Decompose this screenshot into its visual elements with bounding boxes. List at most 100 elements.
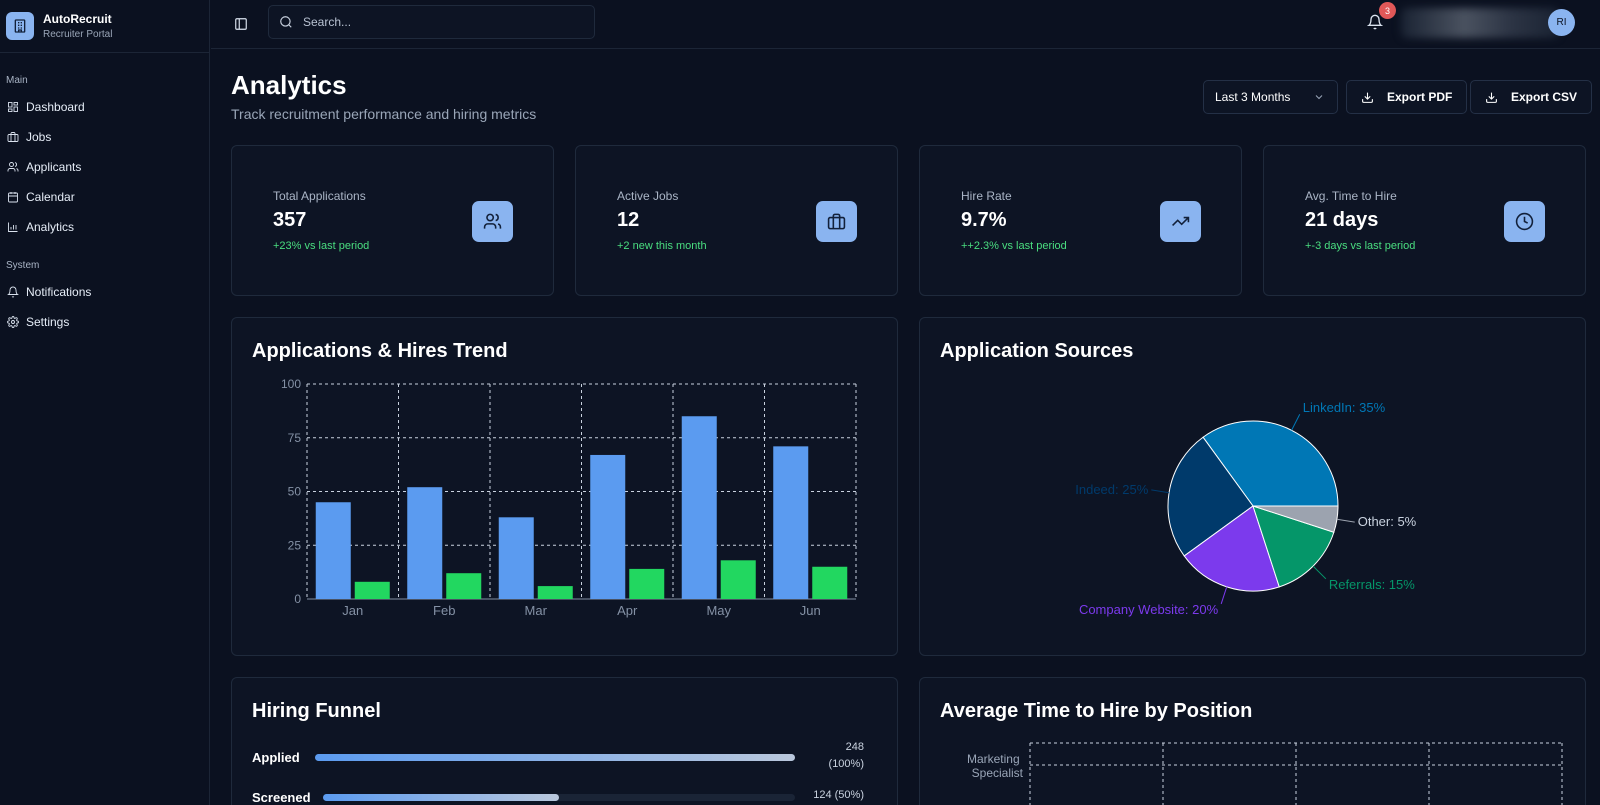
y-tick-label: Marketing Specialist — [967, 752, 1024, 780]
stat-label: Avg. Time to Hire — [1305, 189, 1397, 203]
y-tick-label: 50 — [288, 485, 302, 499]
stat-change: ++2.3% vs last period — [961, 240, 1067, 252]
sources-panel-title: Application Sources — [940, 340, 1134, 362]
sidebar-item-dashboard[interactable]: Dashboard — [0, 92, 209, 122]
brand[interactable]: AutoRecruit Recruiter Portal — [0, 0, 209, 53]
sources-panel: Application Sources LinkedIn: 35% Indeed:… — [919, 317, 1586, 656]
sidebar-item-settings[interactable]: Settings — [0, 307, 209, 337]
hires-bar — [720, 560, 756, 599]
applications-bar — [681, 416, 717, 599]
user-name-redacted — [1401, 8, 1559, 38]
nav-section-main: Main — [6, 75, 28, 86]
hires-bar — [537, 586, 573, 599]
time-to-hire-chart: Marketing Specialist — [967, 742, 1563, 805]
stat-label: Total Applications — [273, 189, 366, 203]
hires-bar — [812, 566, 848, 599]
application-sources-pie-chart: LinkedIn: 35% Indeed: 25% Company Website:… — [1075, 400, 1417, 617]
export-csv-button[interactable]: Export CSV — [1470, 80, 1593, 114]
search-input[interactable] — [303, 15, 583, 29]
stat-change: +23% vs last period — [273, 240, 370, 252]
chevron-down-icon — [1315, 95, 1323, 100]
funnel-bar-fill — [315, 754, 795, 761]
x-tick-label: May — [706, 603, 731, 618]
stat-value: 357 — [273, 209, 307, 231]
calendar-icon — [8, 192, 18, 203]
clock-icon — [1504, 201, 1545, 242]
stat-change: +2 new this month — [617, 240, 707, 252]
sidebar-item-label: Settings — [26, 315, 70, 329]
applications-bar — [407, 487, 443, 599]
applications-bar — [498, 517, 534, 599]
y-tick-label: 0 — [294, 592, 301, 606]
funnel-stage-label: Applied — [252, 750, 300, 765]
sidebar-item-label: Analytics — [26, 220, 75, 234]
pie-label: Referrals: 15% — [1329, 577, 1415, 592]
brand-subtitle: Recruiter Portal — [43, 29, 113, 40]
funnel-panel-title: Hiring Funnel — [252, 700, 381, 722]
stat-value: 12 — [617, 209, 640, 231]
sidebar-item-jobs[interactable]: Jobs — [0, 122, 209, 152]
stat-card-hire-rate: Hire Rate 9.7% ++2.3% vs last period — [919, 145, 1242, 296]
period-select[interactable]: Last 3 Months — [1203, 80, 1338, 114]
funnel-percent: (100%) — [828, 758, 864, 770]
time-to-hire-panel-title: Average Time to Hire by Position — [940, 700, 1253, 722]
download-icon — [1486, 92, 1497, 103]
sidebar-item-applicants[interactable]: Applicants — [0, 152, 209, 182]
sidebar-item-label: Notifications — [26, 285, 92, 299]
pie-label: Other: 5% — [1358, 514, 1417, 529]
notification-bell-icon[interactable] — [1367, 14, 1383, 30]
brand-name: AutoRecruit — [43, 12, 112, 26]
applications-hires-bar-chart: 0 25 50 75 100 Jan Feb Mar Apr May Jun — [281, 377, 857, 618]
pie-label-connector — [1220, 586, 1228, 605]
bar-chart-icon — [8, 222, 18, 232]
nav-section-system: System — [6, 260, 40, 271]
funnel-stage-label: Screened — [252, 790, 311, 805]
pie-label-connector — [1336, 518, 1355, 523]
stat-card-active-jobs: Active Jobs 12 +2 new this month — [575, 145, 898, 296]
sidebar-toggle-button[interactable] — [231, 14, 251, 34]
page-title: Analytics — [231, 70, 347, 100]
applications-bar — [315, 502, 351, 599]
panel-left-icon — [235, 18, 247, 30]
users-icon — [472, 201, 513, 242]
trend-panel: Applications & Hires Trend 0 25 50 75 100 Jan… — [231, 317, 898, 656]
sidebar-item-notifications[interactable]: Notifications — [0, 277, 209, 307]
export-pdf-label: Export PDF — [1387, 90, 1453, 104]
funnel-value: 248 — [845, 741, 864, 753]
stat-value: 9.7% — [961, 209, 1007, 231]
y-tick-label: 100 — [281, 377, 301, 391]
sidebar-item-label: Calendar — [26, 190, 75, 204]
stat-change: +-3 days vs last period — [1305, 240, 1416, 252]
briefcase-icon — [816, 201, 857, 242]
y-tick-label: 25 — [288, 538, 302, 552]
pie-label: LinkedIn: 35% — [1303, 400, 1386, 415]
grid-lines — [306, 383, 857, 599]
hires-bar — [354, 581, 390, 599]
x-tick-label: Mar — [525, 603, 548, 618]
notification-count-badge: 3 — [1379, 2, 1396, 19]
export-pdf-button[interactable]: Export PDF — [1346, 80, 1468, 114]
gear-icon — [7, 316, 19, 328]
sidebar-item-analytics[interactable]: Analytics — [0, 212, 209, 242]
sidebar: AutoRecruit Recruiter Portal Main Dashbo… — [0, 0, 210, 805]
stat-value: 21 days — [1305, 209, 1379, 231]
hires-bar — [629, 568, 665, 599]
pie-label: Indeed: 25% — [1075, 482, 1148, 497]
pie-label-connector — [1312, 565, 1327, 580]
briefcase-icon — [7, 132, 19, 142]
funnel-bar-screened — [323, 794, 795, 801]
search-box[interactable] — [268, 5, 595, 39]
funnel-value: 124 (50%) — [813, 789, 864, 801]
pie-label: Company Website: 20% — [1079, 602, 1219, 617]
sidebar-item-label: Dashboard — [26, 100, 85, 114]
x-tick-label: Jun — [800, 603, 821, 618]
trending-up-icon — [1160, 201, 1201, 242]
time-to-hire-panel: Average Time to Hire by Position Marketi… — [919, 677, 1586, 805]
avatar[interactable]: RI — [1548, 9, 1575, 36]
hires-bar — [446, 573, 482, 599]
pie-label-connector — [1291, 413, 1301, 431]
period-select-value: Last 3 Months — [1215, 90, 1291, 104]
sidebar-item-calendar[interactable]: Calendar — [0, 182, 209, 212]
dashboard-icon — [8, 102, 18, 112]
x-tick-label: Feb — [433, 603, 455, 618]
